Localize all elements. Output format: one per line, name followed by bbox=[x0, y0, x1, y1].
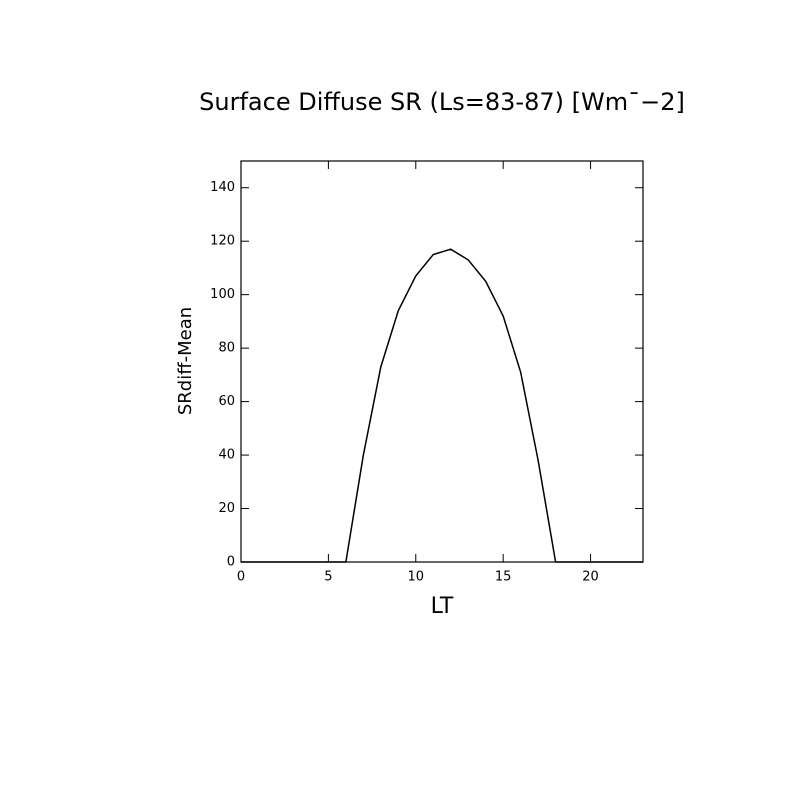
y-tick-label: 40 bbox=[218, 448, 235, 463]
y-tick-label: 0 bbox=[227, 555, 235, 570]
y-tick-label: 80 bbox=[218, 341, 235, 356]
x-tick-label: 5 bbox=[324, 570, 332, 585]
x-tick-label: 10 bbox=[408, 570, 425, 585]
y-tick-label: 120 bbox=[210, 234, 235, 249]
x-axis-label: LT bbox=[431, 594, 454, 619]
plot-frame bbox=[240, 160, 644, 563]
y-tick-label: 20 bbox=[218, 501, 235, 516]
y-tick-label: 140 bbox=[210, 180, 235, 195]
x-tick-label: 0 bbox=[237, 570, 245, 585]
line-series bbox=[241, 248, 643, 563]
chart-title: Surface Diffuse SR (Ls=83-87) [Wm¯−2] bbox=[199, 88, 685, 116]
y-axis-label: SRdiff-Mean bbox=[175, 307, 196, 415]
x-tick-label: 20 bbox=[582, 570, 599, 585]
x-tick-label: 15 bbox=[495, 570, 512, 585]
y-tick-label: 100 bbox=[210, 287, 235, 302]
y-tick-label: 60 bbox=[218, 394, 235, 409]
